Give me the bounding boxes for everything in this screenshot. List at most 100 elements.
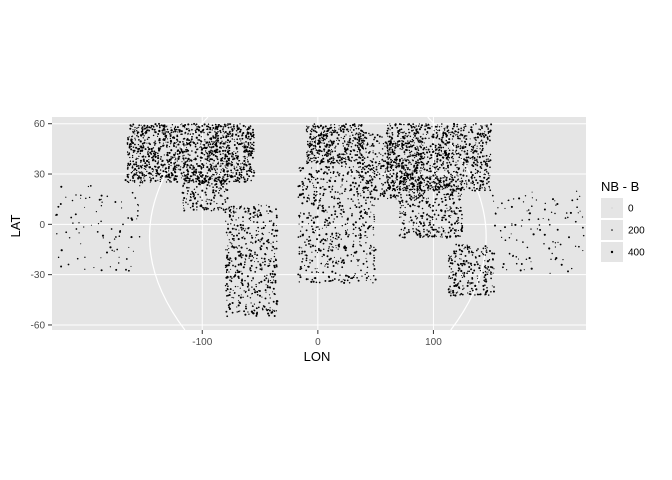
data-point [249, 217, 252, 219]
data-point [314, 249, 317, 252]
data-point [129, 127, 132, 130]
data-point [575, 190, 578, 192]
data-point [483, 276, 486, 278]
data-point [152, 170, 154, 173]
data-point [394, 146, 396, 148]
data-point [365, 221, 367, 224]
data-point [360, 225, 363, 228]
data-point [250, 152, 253, 155]
data-point [205, 187, 207, 189]
data-point [373, 175, 376, 178]
data-point [475, 123, 477, 125]
data-point [398, 200, 400, 202]
data-point [237, 132, 239, 134]
data-point [449, 188, 452, 191]
data-point [196, 201, 198, 204]
data-point [224, 201, 227, 203]
data-point [364, 273, 366, 276]
data-point [343, 161, 345, 163]
data-point [158, 141, 161, 144]
data-point [395, 186, 398, 189]
data-point [160, 163, 163, 166]
data-point [191, 190, 193, 193]
data-point [311, 141, 313, 143]
data-point [441, 186, 444, 188]
data-point [268, 314, 271, 317]
data-point [463, 248, 465, 250]
data-point [316, 252, 318, 254]
data-point [386, 156, 389, 159]
data-point [359, 233, 361, 235]
data-point [250, 171, 253, 174]
data-point [165, 181, 168, 183]
data-point [571, 199, 574, 202]
data-point [197, 155, 199, 157]
data-point [357, 260, 359, 262]
data-point [466, 135, 468, 137]
data-point [214, 169, 216, 171]
data-point [457, 216, 460, 219]
data-point [188, 154, 190, 156]
data-point [474, 256, 477, 258]
data-point [482, 253, 485, 256]
data-point [415, 198, 417, 201]
data-point [182, 140, 184, 143]
data-point [487, 294, 490, 296]
data-point [232, 234, 235, 237]
data-point [325, 145, 328, 148]
data-point [456, 163, 458, 165]
data-point [225, 249, 227, 251]
data-point [239, 123, 241, 125]
data-point [412, 139, 415, 142]
data-point [212, 173, 214, 176]
data-point [457, 160, 459, 162]
data-point [314, 145, 317, 148]
data-point [446, 127, 449, 129]
data-point [273, 315, 276, 317]
data-point [322, 194, 324, 196]
data-point [176, 160, 178, 162]
data-point [230, 218, 233, 221]
data-point [311, 244, 315, 247]
data-point [313, 136, 315, 138]
data-point [218, 124, 221, 126]
data-point [141, 172, 144, 175]
data-point [379, 167, 382, 170]
data-point [196, 148, 198, 151]
data-point [240, 129, 242, 131]
data-point [465, 143, 468, 146]
data-point [419, 232, 422, 235]
data-point [209, 185, 211, 187]
data-point [447, 186, 449, 189]
data-point [387, 152, 390, 155]
data-point [344, 229, 347, 232]
data-point [442, 167, 445, 169]
data-point [383, 190, 386, 193]
data-point [470, 250, 473, 253]
data-point [386, 169, 388, 171]
data-point [443, 183, 445, 186]
data-point [408, 168, 411, 171]
data-point [247, 209, 250, 213]
data-point [373, 246, 375, 249]
data-point [206, 125, 208, 128]
data-point [456, 213, 458, 215]
data-point [431, 209, 434, 212]
data-point [347, 155, 350, 159]
data-point [311, 157, 313, 160]
data-point [314, 199, 317, 202]
data-point [225, 264, 228, 267]
data-point [345, 128, 348, 131]
data-point [464, 170, 467, 172]
data-point [131, 154, 134, 157]
data-point [399, 186, 401, 188]
data-point [463, 158, 466, 161]
data-point [452, 125, 455, 128]
data-point [327, 151, 329, 153]
data-point [257, 261, 259, 263]
data-point [213, 165, 215, 168]
data-point [252, 128, 254, 131]
data-point [375, 189, 378, 192]
data-point [343, 135, 346, 138]
data-point [340, 257, 342, 259]
